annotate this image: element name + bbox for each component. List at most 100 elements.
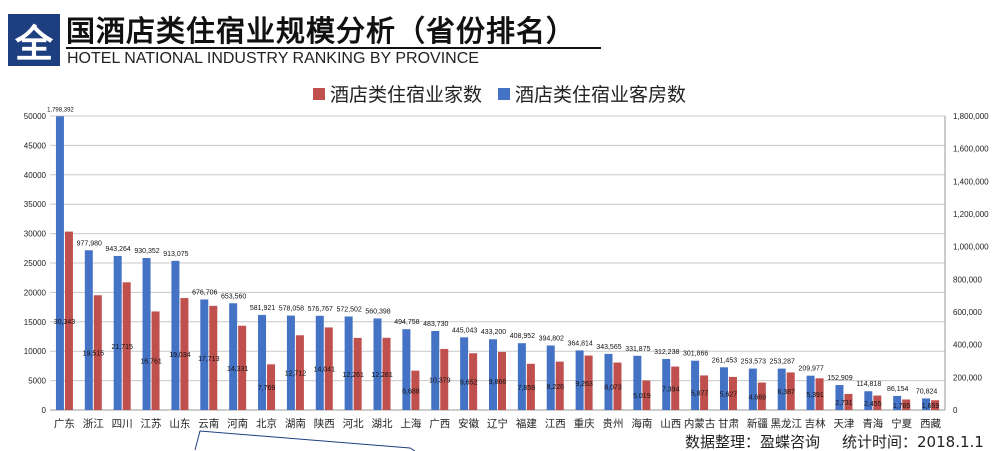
bar-rooms — [489, 339, 497, 410]
bar-hotels — [498, 351, 506, 410]
data-label-hotels: 8,073 — [604, 384, 622, 391]
bar-hotels — [180, 298, 189, 410]
bar-rooms — [777, 368, 786, 410]
data-label-hotels: 30,343 — [54, 319, 76, 326]
bar-hotels — [584, 355, 593, 410]
right-tick-label: 800,000 — [953, 275, 982, 284]
data-label-rooms: 331,875 — [625, 346, 650, 353]
data-label-hotels: 2,731 — [835, 400, 853, 407]
bar-hotels — [93, 295, 102, 410]
category-label: 山西 — [660, 418, 681, 430]
bar-hotels — [555, 361, 564, 410]
bar-hotels — [382, 337, 391, 410]
page-title: 国酒店类住宿业规模分析（省份排名） — [66, 14, 577, 48]
right-tick-label: 0 — [953, 406, 958, 415]
bar-rooms — [662, 359, 671, 410]
category-label: 山东 — [169, 417, 190, 430]
category-label: 江苏 — [141, 417, 162, 430]
category-label: 新疆 — [747, 417, 768, 430]
data-label-hotels: 4,669 — [749, 394, 767, 401]
right-tick-label: 1,800,000 — [953, 112, 989, 121]
bar-hotels — [238, 325, 247, 410]
legend-label-hotels: 酒店类住宿业家数 — [330, 84, 483, 106]
logo-char: 全 — [14, 21, 53, 66]
category-label: 福建 — [516, 417, 537, 430]
title-underline — [66, 47, 601, 49]
data-label-hotels: 8,226 — [546, 384, 564, 391]
left-tick-label: 5000 — [28, 377, 46, 386]
data-label-hotels: 1,659 — [922, 403, 940, 410]
data-label-rooms: 301,866 — [683, 351, 708, 358]
data-label-hotels: 1,785 — [893, 403, 911, 410]
data-label-hotels: 6,387 — [777, 389, 795, 396]
data-label-hotels: 14,331 — [227, 366, 249, 373]
bar-rooms — [344, 316, 353, 410]
data-label-hotels: 5,019 — [633, 393, 651, 400]
category-label: 四川 — [112, 418, 133, 430]
data-label-rooms: 494,758 — [394, 319, 419, 326]
category-label: 广西 — [429, 418, 450, 430]
bar-rooms — [517, 343, 526, 410]
bar-hotels — [353, 337, 362, 410]
data-label-hotels: 16,761 — [140, 359, 162, 366]
data-label-rooms: 408,952 — [510, 333, 535, 340]
data-label-rooms: 364,814 — [567, 340, 592, 347]
chart-legend: 酒店类住宿业家数 酒店类住宿业客房数 — [313, 80, 702, 107]
bar-rooms — [835, 385, 844, 410]
bar-hotels — [122, 282, 131, 410]
right-tick-label: 1,400,000 — [953, 177, 989, 186]
bar-hotels — [671, 366, 680, 410]
right-tick-label: 600,000 — [953, 308, 982, 317]
category-label: 甘肃 — [718, 417, 739, 430]
legend-label-rooms: 酒店类住宿业客房数 — [515, 84, 687, 106]
bar-rooms — [431, 330, 440, 410]
bar-rooms — [84, 250, 93, 410]
category-label: 贵州 — [602, 417, 623, 430]
bar-rooms — [142, 258, 151, 410]
data-label-rooms: 253,573 — [741, 359, 766, 366]
data-label-rooms: 483,730 — [423, 321, 448, 328]
data-label-rooms: 576,767 — [308, 306, 333, 313]
data-label-hotels: 5,391 — [806, 392, 824, 399]
data-label-rooms: 1,798,392 — [47, 107, 74, 113]
bar-hotels — [526, 363, 535, 410]
category-label: 广东 — [54, 417, 75, 430]
data-source: 数据整理：盈蝶咨询 — [685, 433, 821, 451]
left-tick-label: 50000 — [24, 112, 47, 121]
bar-rooms — [893, 395, 902, 410]
data-label-rooms: 209,977 — [798, 366, 823, 373]
bar-hotels — [902, 399, 911, 410]
left-tick-label: 25000 — [24, 259, 47, 268]
bar-hotels — [295, 335, 304, 410]
data-label-rooms: 572,502 — [336, 306, 361, 313]
legend-swatch-red — [313, 87, 325, 100]
right-tick-label: 1,200,000 — [953, 210, 989, 219]
category-label: 吉林 — [805, 417, 826, 430]
data-label-hotels: 19,034 — [169, 352, 191, 359]
data-label-rooms: 261,453 — [712, 357, 737, 364]
left-tick-label: 20000 — [24, 288, 47, 297]
data-label-hotels: 7,859 — [518, 385, 536, 392]
data-label-hotels: 19,515 — [83, 351, 105, 358]
bar-rooms — [460, 337, 469, 410]
footer: 数据整理：盈蝶咨询 统计时间：2018.1.1 — [685, 431, 1006, 451]
bar-rooms — [229, 303, 238, 410]
bar-hotels — [757, 382, 766, 410]
data-label-rooms: 114,818 — [856, 381, 881, 388]
data-label-rooms: 930,352 — [134, 248, 159, 255]
left-tick-label: 15000 — [24, 318, 47, 327]
data-label-rooms: 445,043 — [452, 327, 477, 334]
category-label: 北京 — [256, 417, 277, 430]
bar-hotels — [324, 327, 333, 410]
data-label-hotels: 21,715 — [111, 344, 133, 351]
bar-hotels — [151, 311, 160, 410]
category-label: 江西 — [545, 418, 566, 430]
bar-hotels — [931, 400, 940, 410]
bar-rooms — [719, 367, 728, 410]
category-label: 西藏 — [920, 418, 941, 430]
data-label-rooms: 70,824 — [916, 388, 938, 395]
data-label-rooms: 578,058 — [279, 306, 304, 313]
category-label: 浙江 — [83, 418, 104, 430]
category-label: 河南 — [227, 417, 248, 430]
category-label: 辽宁 — [487, 417, 508, 430]
